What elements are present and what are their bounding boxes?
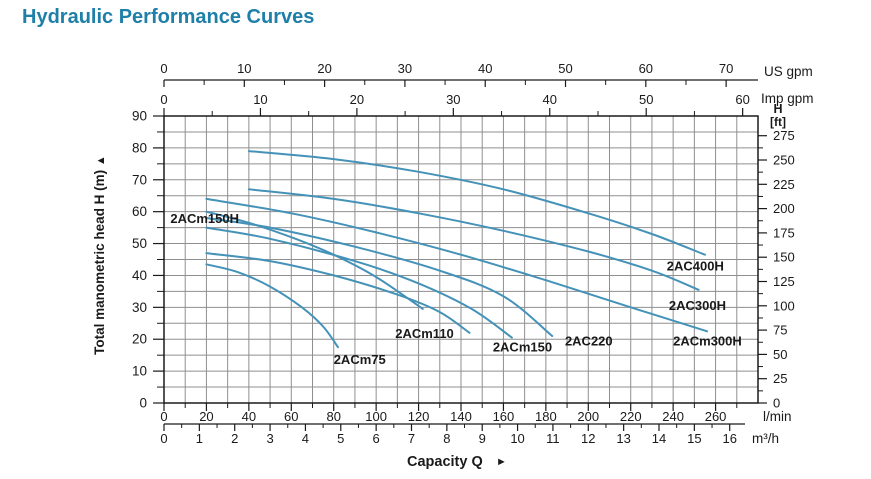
head-m-tick-label: 20 bbox=[132, 332, 147, 347]
lmin-tick-label: 120 bbox=[408, 409, 430, 424]
m3h-tick-label: 1 bbox=[196, 431, 203, 446]
us-gpm-tick-label: 50 bbox=[558, 61, 572, 76]
lmin-tick-label: 240 bbox=[662, 409, 684, 424]
head-m-tick-label: 70 bbox=[132, 172, 147, 187]
curve-label-2ACm75: 2ACm75 bbox=[334, 352, 386, 367]
curve-label-2AC220: 2AC220 bbox=[565, 333, 613, 348]
m3h-tick-label: 7 bbox=[408, 431, 415, 446]
head-m-tick-label: 90 bbox=[132, 109, 147, 124]
curve-label-2AC400H: 2AC400H bbox=[667, 258, 724, 273]
curve-2ACm150 bbox=[205, 226, 513, 339]
curve-2ACm300H bbox=[205, 197, 709, 333]
curve-label-2ACm150H: 2ACm150H bbox=[170, 211, 239, 226]
head-ft-tick-label: 75 bbox=[773, 323, 787, 338]
curve-2AC400H bbox=[247, 150, 706, 256]
unit-label-lmin: l/min bbox=[763, 409, 792, 424]
head-ft-tick-label: 250 bbox=[773, 153, 795, 168]
m3h-tick-label: 8 bbox=[443, 431, 450, 446]
curve-2ACm75 bbox=[205, 263, 339, 349]
head-m-tick-label: 10 bbox=[132, 364, 147, 379]
head-m-tick-label: 60 bbox=[132, 204, 147, 219]
lmin-tick-label: 160 bbox=[493, 409, 515, 424]
curve-label-2ACm300H: 2ACm300H bbox=[673, 333, 742, 348]
us-gpm-tick-label: 70 bbox=[719, 61, 733, 76]
imp-gpm-tick-label: 10 bbox=[253, 92, 267, 107]
head-m-tick-label: 40 bbox=[132, 268, 147, 283]
us-gpm-tick-label: 30 bbox=[398, 61, 412, 76]
head-m-tick-label: 30 bbox=[132, 300, 147, 315]
head-m-tick-label: 80 bbox=[132, 140, 147, 155]
m3h-tick-label: 13 bbox=[616, 431, 630, 446]
lmin-tick-label: 0 bbox=[160, 409, 167, 424]
y-axis-title: Total manometric head H (m) ▲ bbox=[92, 155, 107, 355]
m3h-tick-label: 2 bbox=[231, 431, 238, 446]
head-ft-tick-label: 125 bbox=[773, 274, 795, 289]
lmin-tick-label: 60 bbox=[284, 409, 298, 424]
curve-label-2ACm110: 2ACm110 bbox=[395, 326, 454, 341]
m3h-tick-label: 9 bbox=[479, 431, 486, 446]
imp-gpm-tick-label: 40 bbox=[543, 92, 557, 107]
head-ft-tick-label: 100 bbox=[773, 298, 795, 313]
imp-gpm-tick-label: 20 bbox=[350, 92, 364, 107]
lmin-tick-label: 220 bbox=[620, 409, 642, 424]
lmin-tick-label: 260 bbox=[705, 409, 727, 424]
us-gpm-tick-label: 20 bbox=[317, 61, 331, 76]
imp-gpm-tick-label: 50 bbox=[639, 92, 653, 107]
x-axis-title: Capacity Q bbox=[407, 454, 483, 470]
imp-gpm-tick-label: 0 bbox=[160, 92, 167, 107]
m3h-tick-label: 10 bbox=[510, 431, 524, 446]
m3h-tick-label: 0 bbox=[160, 431, 167, 446]
m3h-tick-label: 16 bbox=[722, 431, 736, 446]
up-arrow-icon: ▲ bbox=[95, 155, 107, 166]
page-title: Hydraulic Performance Curves bbox=[22, 6, 315, 28]
imp-gpm-tick-label: 30 bbox=[446, 92, 460, 107]
right-arrow-icon: ► bbox=[496, 456, 507, 468]
us-gpm-tick-label: 10 bbox=[237, 61, 251, 76]
us-gpm-tick-label: 60 bbox=[639, 61, 653, 76]
head-ft-tick-label: 25 bbox=[773, 371, 787, 386]
curve-2ACm110 bbox=[205, 252, 471, 334]
lmin-tick-label: 200 bbox=[577, 409, 599, 424]
curve-label-2ACm150: 2ACm150 bbox=[493, 339, 552, 354]
unit-label-us-gpm: US gpm bbox=[764, 64, 813, 79]
m3h-tick-label: 14 bbox=[652, 431, 666, 446]
lmin-tick-label: 20 bbox=[199, 409, 213, 424]
lmin-tick-label: 40 bbox=[242, 409, 256, 424]
m3h-tick-label: 4 bbox=[302, 431, 309, 446]
lmin-tick-label: 100 bbox=[365, 409, 387, 424]
head-ft-tick-label: 225 bbox=[773, 177, 795, 192]
head-ft-tick-label: 200 bbox=[773, 201, 795, 216]
lmin-tick-label: 80 bbox=[326, 409, 340, 424]
head-ft-tick-label: 0 bbox=[773, 396, 780, 411]
imp-gpm-tick-label: 60 bbox=[735, 92, 749, 107]
m3h-tick-label: 15 bbox=[687, 431, 701, 446]
lmin-tick-label: 140 bbox=[450, 409, 472, 424]
unit-label-head-ft-bracket: [ft] bbox=[770, 115, 786, 129]
unit-label-head-ft-h: H bbox=[773, 102, 782, 116]
m3h-tick-label: 5 bbox=[337, 431, 344, 446]
head-ft-tick-label: 50 bbox=[773, 347, 787, 362]
unit-label-imp-gpm: Imp gpm bbox=[761, 91, 814, 106]
head-ft-tick-label: 175 bbox=[773, 225, 795, 240]
unit-label-m3h: m³/h bbox=[752, 431, 779, 446]
curve-2ACm150H bbox=[205, 210, 424, 310]
curve-label-2AC300H: 2AC300H bbox=[669, 298, 726, 313]
head-ft-tick-label: 150 bbox=[773, 250, 795, 265]
m3h-tick-label: 12 bbox=[581, 431, 595, 446]
m3h-tick-label: 11 bbox=[546, 431, 560, 446]
us-gpm-tick-label: 40 bbox=[478, 61, 492, 76]
head-m-tick-label: 50 bbox=[132, 236, 147, 251]
m3h-tick-label: 3 bbox=[266, 431, 273, 446]
head-m-tick-label: 0 bbox=[139, 396, 147, 411]
us-gpm-tick-label: 0 bbox=[160, 61, 167, 76]
head-ft-tick-label: 275 bbox=[773, 128, 795, 143]
curve-2AC220 bbox=[205, 217, 554, 337]
m3h-tick-label: 6 bbox=[373, 431, 380, 446]
lmin-tick-label: 180 bbox=[535, 409, 557, 424]
curve-2AC300H bbox=[247, 188, 700, 291]
